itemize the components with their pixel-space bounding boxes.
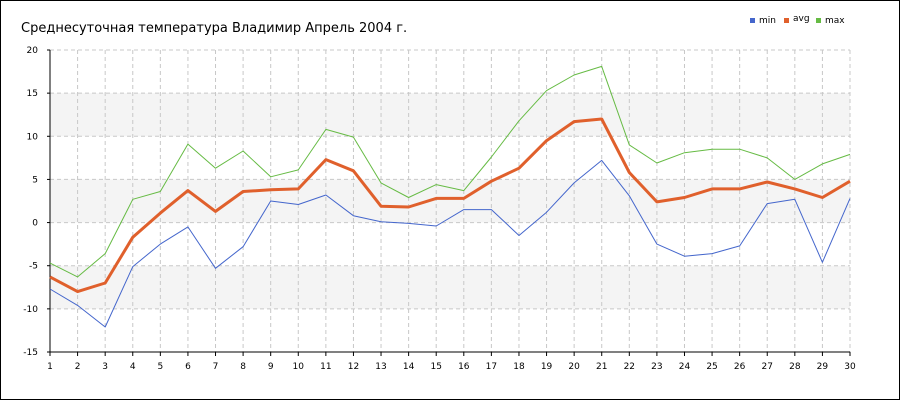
y-tick-label: -5 [29, 262, 38, 272]
x-tick-label: 19 [541, 362, 553, 372]
x-tick-label: 1 [47, 362, 53, 372]
y-tick-label: -15 [23, 348, 38, 358]
series-line-min [49, 159, 851, 328]
x-tick-label: 8 [240, 362, 246, 372]
x-tick-label: 22 [624, 362, 635, 372]
plot-band [50, 265, 850, 309]
series-line-avg [49, 117, 851, 294]
x-tick-label: 2 [75, 362, 81, 372]
series-line-max [49, 65, 851, 278]
x-tick-label: 15 [430, 362, 441, 372]
x-tick-label: 27 [762, 362, 773, 372]
legend-label-max: max [825, 16, 845, 26]
x-tick-label: 6 [185, 362, 191, 372]
x-tick-label: 12 [348, 362, 359, 372]
x-tick-label: 4 [130, 362, 136, 372]
y-tick-label: -10 [23, 305, 38, 315]
legend: min avg max [750, 14, 845, 26]
y-tick-label: 20 [27, 46, 39, 56]
plot-band [50, 93, 850, 137]
legend-swatch-max [816, 18, 821, 23]
x-tick-label: 7 [213, 362, 219, 372]
series-layer [49, 65, 851, 328]
legend-label-min: min [759, 16, 776, 26]
legend-label-avg: avg [793, 14, 810, 24]
y-tick-label: 5 [32, 175, 38, 185]
x-tick-label: 16 [458, 362, 470, 372]
chart-title: Среднесуточная температура Владимир Апре… [21, 21, 407, 36]
x-tick-label: 11 [320, 362, 331, 372]
plot-band [50, 179, 850, 223]
x-tick-label: 23 [651, 362, 662, 372]
x-tick-label: 17 [486, 362, 497, 372]
y-tick-label: 10 [27, 132, 39, 142]
x-tick-label: 28 [789, 362, 801, 372]
x-tick-label: 29 [817, 362, 829, 372]
x-tick-label: 20 [568, 362, 580, 372]
plot-bands [50, 93, 850, 309]
x-tick-label: 25 [706, 362, 717, 372]
x-tick-label: 10 [293, 362, 305, 372]
x-tick-label: 21 [596, 362, 607, 372]
x-tick-label: 24 [679, 362, 691, 372]
x-tick-label: 9 [268, 362, 274, 372]
x-tick-label: 3 [102, 362, 108, 372]
x-tick-label: 13 [375, 362, 386, 372]
legend-swatch-min [750, 18, 755, 23]
x-tick-label: 14 [403, 362, 415, 372]
legend-swatch-avg [784, 18, 789, 23]
x-tick-label: 30 [844, 362, 856, 372]
x-tick-label: 26 [734, 362, 746, 372]
x-tick-label: 5 [157, 362, 163, 372]
y-tick-label: 0 [32, 219, 38, 229]
x-tick-label: 18 [513, 362, 525, 372]
y-tick-label: 15 [27, 89, 38, 99]
